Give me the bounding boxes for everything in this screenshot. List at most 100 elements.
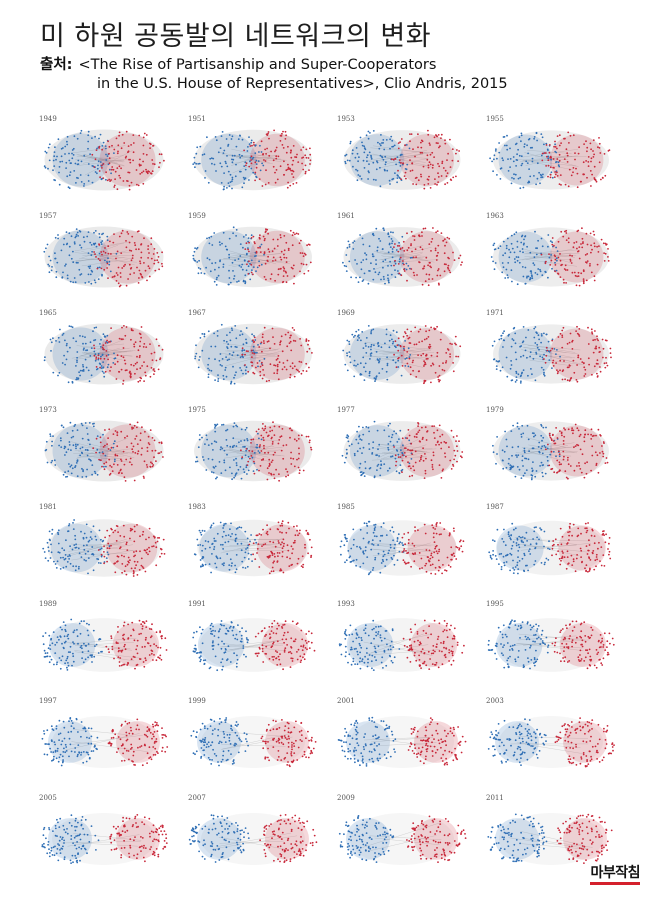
network-node (287, 549, 290, 552)
network-node (90, 538, 93, 540)
network-node (348, 246, 351, 248)
network-node (372, 255, 374, 258)
network-node (229, 181, 232, 183)
network-node (241, 263, 244, 266)
network-node (149, 636, 152, 639)
network-node (583, 436, 586, 439)
network-node (422, 459, 425, 462)
network-node (526, 144, 528, 147)
democrat-cluster (349, 425, 405, 477)
network-node (103, 335, 106, 338)
network-node (126, 231, 129, 233)
network-node (383, 553, 386, 556)
network-node (127, 638, 129, 640)
network-node (241, 138, 244, 141)
network-node (83, 532, 86, 535)
network-edge (89, 242, 125, 251)
network-node (271, 554, 274, 556)
network-node (450, 179, 453, 181)
network-node (406, 163, 409, 166)
network-node (45, 247, 47, 250)
network-node (154, 449, 157, 452)
network-node (108, 547, 111, 550)
network-node (436, 355, 439, 358)
network-node (500, 552, 503, 555)
network-node (380, 463, 383, 466)
network-edge (69, 638, 137, 644)
network-node (213, 537, 216, 540)
network-node (601, 450, 604, 453)
network-node (554, 173, 557, 176)
network-node (100, 346, 102, 348)
network-node (406, 437, 408, 440)
network-node (374, 380, 376, 382)
network-node (267, 435, 269, 438)
network-node (48, 530, 51, 533)
network-node (561, 329, 564, 332)
network-node (113, 184, 116, 187)
network-node (87, 231, 90, 233)
network-node (499, 178, 502, 180)
network-node (556, 135, 559, 137)
network-node (92, 569, 95, 572)
network-node (125, 573, 128, 576)
network-node (248, 250, 250, 253)
network-node (145, 153, 148, 156)
network-node (403, 268, 405, 271)
network-node (302, 146, 305, 149)
network-node (119, 272, 122, 274)
network-node (100, 367, 103, 369)
network-node (98, 266, 101, 269)
network-node (137, 282, 140, 284)
network-node (560, 184, 562, 186)
network-node (425, 549, 428, 551)
republican-cluster (249, 133, 305, 187)
network-node (62, 243, 65, 246)
network-node (290, 451, 292, 454)
network-node (359, 462, 362, 465)
network-node (305, 435, 308, 438)
network-node (539, 465, 541, 467)
network-node (93, 279, 96, 282)
network-graph (491, 324, 612, 384)
network-node (236, 425, 239, 428)
network-node (595, 556, 598, 558)
network-node (456, 450, 459, 452)
network-node (593, 178, 596, 181)
network-node (457, 355, 460, 358)
network-node (261, 361, 263, 364)
network-node (576, 535, 579, 538)
network-node (115, 257, 117, 260)
network-edge (513, 539, 591, 542)
network-node (517, 543, 520, 546)
network-node (358, 434, 361, 437)
network-node (65, 344, 68, 347)
network-node (55, 276, 58, 279)
network-node (75, 462, 78, 464)
network-node (207, 181, 210, 184)
network-node (241, 186, 244, 189)
network-node (287, 331, 290, 334)
network-node (210, 235, 213, 238)
network-node (275, 468, 277, 471)
network-node (245, 234, 247, 236)
network-node (147, 442, 150, 444)
network-node (257, 432, 259, 435)
network-edge (534, 156, 587, 158)
network-edge (374, 351, 422, 356)
network-node (362, 426, 364, 429)
network-node (86, 629, 89, 632)
network-node (112, 442, 115, 445)
network-node (442, 468, 444, 471)
network-node (258, 533, 261, 535)
network-node (158, 452, 161, 454)
network-node (281, 547, 284, 550)
network-node (409, 256, 412, 259)
network-node (257, 428, 260, 431)
network-node (57, 529, 60, 532)
network-node (573, 271, 576, 274)
network-node (406, 279, 408, 282)
network-node (516, 259, 519, 262)
network-edge (231, 260, 270, 265)
network-node (555, 269, 558, 272)
